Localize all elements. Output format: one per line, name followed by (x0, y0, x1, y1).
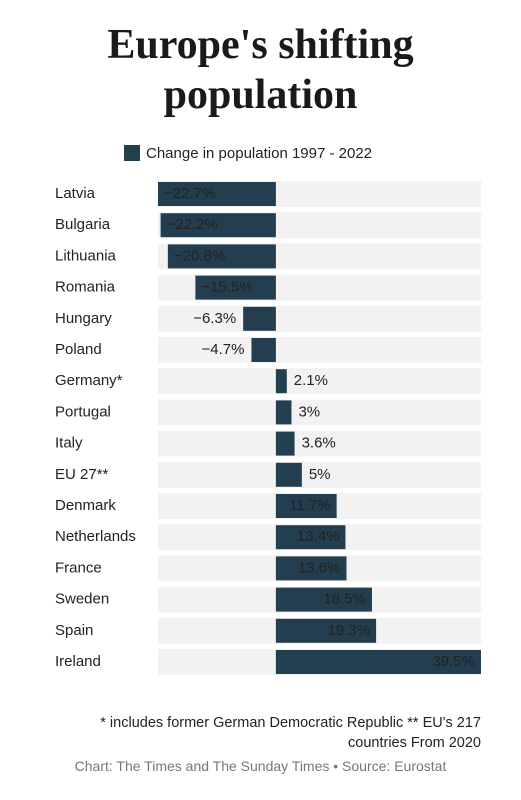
value-label: −22.7% (164, 185, 215, 202)
row-background (158, 430, 481, 457)
footnote: * includes former German Democratic Repu… (100, 715, 481, 751)
bar (275, 400, 292, 425)
category-label: France (55, 559, 102, 576)
bar (158, 182, 276, 206)
value-label: −22.2% (167, 216, 218, 233)
value-label: 5% (309, 466, 331, 483)
value-label: −15.5% (201, 279, 252, 296)
bar (243, 306, 276, 331)
bar (195, 275, 276, 300)
bar (275, 650, 481, 674)
value-label: 19.3% (328, 622, 371, 639)
value-label: 39.5% (432, 653, 475, 670)
value-label: 2.1% (294, 372, 328, 389)
source: Chart: The Times and The Sunday Times • … (74, 758, 447, 774)
row-background (158, 337, 481, 363)
value-label: 18.5% (323, 591, 366, 608)
category-label: Portugal (55, 403, 111, 420)
category-label: Netherlands (55, 528, 136, 545)
value-label: 13.6% (298, 559, 341, 576)
category-label: Hungary (55, 310, 112, 327)
bar (275, 618, 377, 643)
value-label: −20.8% (174, 247, 225, 264)
bar (167, 244, 276, 269)
category-label: Ireland (55, 653, 101, 670)
row-background (158, 305, 481, 332)
value-label: 11.7% (289, 497, 330, 514)
row-background (158, 399, 481, 426)
row-background (158, 368, 481, 395)
category-label: Bulgaria (55, 216, 111, 233)
category-label: Germany* (55, 372, 123, 389)
value-label: 13.4% (297, 528, 340, 545)
bar (275, 369, 287, 394)
category-label: Sweden (55, 591, 109, 608)
category-label: Latvia (55, 185, 96, 202)
category-label: Spain (55, 622, 93, 639)
category-label: Italy (55, 435, 83, 452)
chart-title: Europe's shifting population (107, 22, 414, 118)
legend-label: Change in population 1997 - 2022 (146, 145, 372, 162)
bar (275, 494, 337, 518)
bar (275, 431, 295, 456)
value-label: 3% (298, 403, 320, 420)
row-background (158, 461, 481, 488)
legend-swatch (124, 145, 140, 161)
category-label: Romania (55, 279, 116, 296)
value-label: −6.3% (193, 310, 236, 327)
bar (251, 338, 276, 362)
title-box: Europe's shifting population (0, 20, 521, 120)
bar (275, 556, 347, 581)
value-label: −4.7% (202, 341, 245, 358)
bar (160, 213, 276, 238)
bar (275, 587, 372, 612)
category-label: Lithuania (55, 247, 117, 264)
bar (275, 525, 346, 550)
category-label: Denmark (55, 497, 116, 514)
value-label: 3.6% (302, 435, 336, 452)
category-label: Poland (55, 341, 102, 358)
category-label: EU 27** (55, 466, 109, 483)
bar (275, 462, 302, 487)
